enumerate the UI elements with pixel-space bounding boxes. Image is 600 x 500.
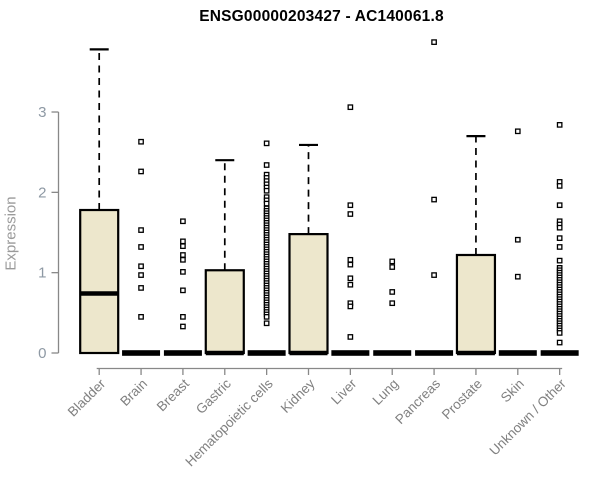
outlier-point — [514, 236, 521, 243]
outlier-point — [180, 314, 186, 320]
outlier-point — [263, 200, 270, 207]
outlier-point — [389, 289, 396, 295]
outlier-point — [347, 275, 354, 282]
outlier-point — [347, 261, 354, 268]
outlier-point — [347, 202, 354, 209]
outlier-point — [138, 244, 144, 250]
outlier-point — [138, 263, 144, 270]
outlier-point — [556, 224, 563, 231]
outlier-point — [138, 168, 144, 175]
outlier-point — [514, 128, 521, 135]
flat-box-pancreas — [415, 350, 454, 356]
x-category-label: Kidney — [278, 376, 318, 416]
outlier-point — [431, 196, 437, 203]
outlier-point — [263, 187, 270, 194]
flat-box-brain — [122, 350, 161, 356]
outlier-point — [347, 334, 354, 340]
outlier-point — [180, 238, 186, 245]
outlier-point — [431, 39, 437, 45]
outlier-point — [138, 227, 144, 233]
outlier-point — [180, 243, 186, 250]
outlier-point — [556, 183, 563, 189]
x-category-label: Lung — [369, 376, 401, 408]
outlier-point — [347, 256, 354, 263]
x-category-label: Skin — [498, 376, 527, 405]
y-tick-label: 2 — [38, 184, 46, 201]
outlier-point — [556, 339, 563, 346]
flat-box-unknown-other — [540, 350, 579, 356]
outlier-point — [263, 320, 270, 327]
box-gastric — [204, 269, 245, 355]
outlier-point — [263, 140, 270, 147]
outlier-point — [180, 252, 186, 258]
outlier-point — [514, 273, 521, 280]
x-category-label: Brain — [117, 376, 150, 409]
outlier-point — [347, 211, 354, 217]
chart-title: ENSG00000203427 - AC140061.8 — [199, 8, 444, 25]
flat-box-hematopoietic-cells — [247, 350, 286, 356]
flat-box-liver — [331, 350, 370, 356]
x-category-label: Unknown / Other — [487, 376, 570, 459]
flat-box-lung — [373, 350, 412, 356]
outlier-point — [347, 303, 354, 310]
outlier-point — [138, 138, 144, 145]
outlier-point — [431, 272, 437, 278]
outlier-point — [389, 264, 396, 270]
x-category-label: Pancreas — [392, 376, 443, 427]
y-tick-label: 0 — [38, 345, 46, 362]
y-axis-label: Expression — [2, 196, 20, 271]
outlier-point — [138, 285, 144, 291]
outlier-point — [263, 162, 270, 168]
outlier-point — [180, 256, 186, 263]
outlier-point — [347, 104, 354, 111]
box-prostate — [455, 253, 497, 355]
outlier-point — [138, 314, 144, 320]
outlier-point — [556, 244, 563, 250]
flat-box-breast — [163, 350, 202, 356]
x-category-label: Liver — [328, 376, 360, 408]
box-bladder — [79, 208, 120, 355]
x-category-label: Breast — [154, 376, 192, 414]
y-tick-label: 1 — [38, 265, 46, 282]
outlier-point — [180, 323, 186, 330]
outlier-point — [556, 330, 563, 336]
y-tick-label: 3 — [38, 104, 46, 121]
outlier-point — [347, 281, 354, 288]
outlier-point — [180, 269, 186, 275]
x-category-label: Gastric — [193, 376, 234, 417]
outlier-point — [556, 122, 563, 128]
outlier-point — [556, 257, 563, 264]
outlier-point — [138, 272, 144, 278]
outlier-point — [389, 300, 396, 307]
outlier-point — [180, 218, 186, 225]
box-kidney — [288, 233, 329, 355]
outlier-point — [263, 314, 270, 320]
outlier-point — [180, 287, 186, 294]
x-category-label: Prostate — [439, 376, 485, 422]
outlier-point — [556, 202, 563, 209]
x-category-label: Bladder — [65, 376, 109, 420]
outlier-point — [556, 235, 563, 241]
outlier-point — [389, 258, 396, 265]
flat-box-skin — [498, 350, 537, 356]
